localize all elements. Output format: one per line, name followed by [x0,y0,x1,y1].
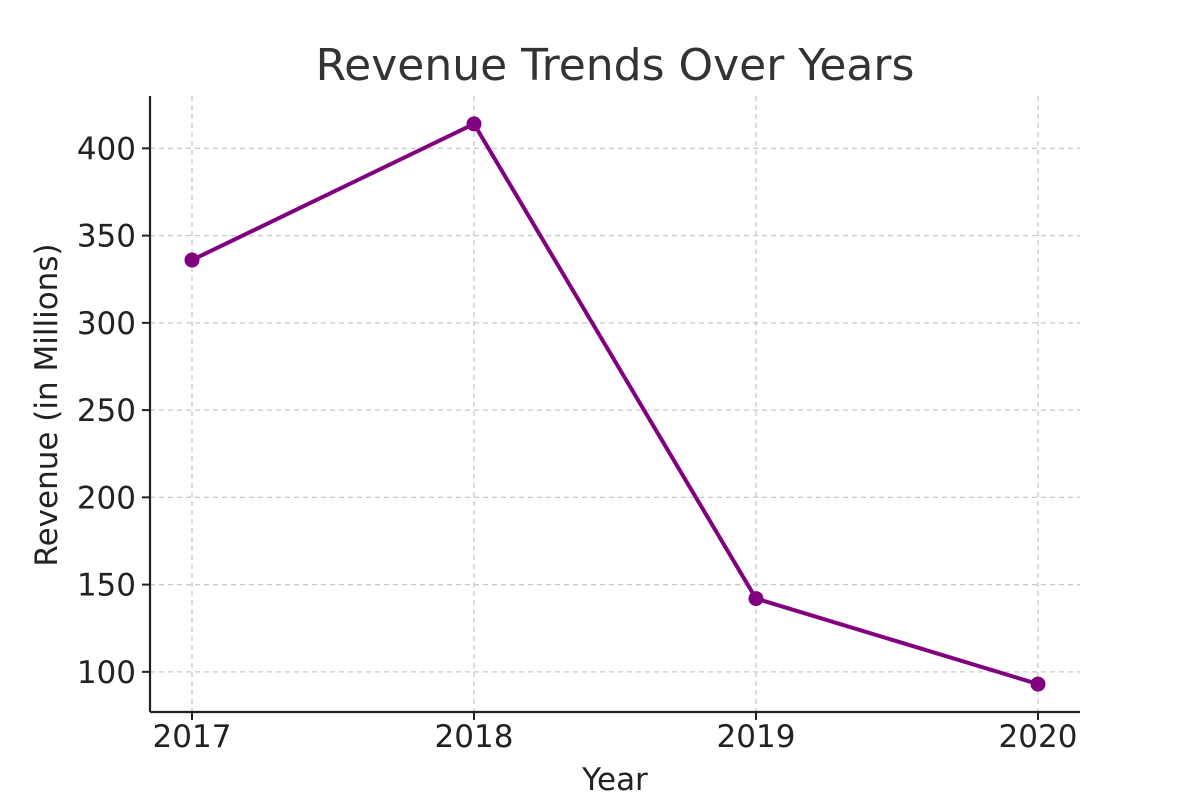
series-line [190,121,1040,687]
y-tick-label: 150 [77,568,136,604]
y-tick-label: 100 [77,655,136,691]
x-tick-label: 2020 [999,719,1078,755]
ticks-layer: 100 150 200 250 300 350 400 2017 2018 2019 2020 [77,131,1078,755]
x-axis-label: Year [581,762,648,798]
y-tick-label: 400 [77,131,136,167]
data-point [748,591,764,607]
y-tick-label: 300 [77,306,136,342]
x-tick-label: 2019 [717,719,796,755]
y-axis-label: Revenue (in Millions) [29,243,65,566]
y-tick-label: 350 [77,219,136,255]
y-tick-label: 200 [77,480,136,516]
y-tick-label: 250 [77,393,136,429]
x-tick-label: 2018 [435,719,514,755]
data-point [466,116,482,132]
series-layer [184,116,1046,692]
axes-layer [148,96,1080,714]
data-point [184,252,200,268]
chart-title: Revenue Trends Over Years [316,40,915,91]
data-point [1030,676,1046,692]
x-tick-label: 2017 [153,719,232,755]
grid-layer [150,96,1080,712]
